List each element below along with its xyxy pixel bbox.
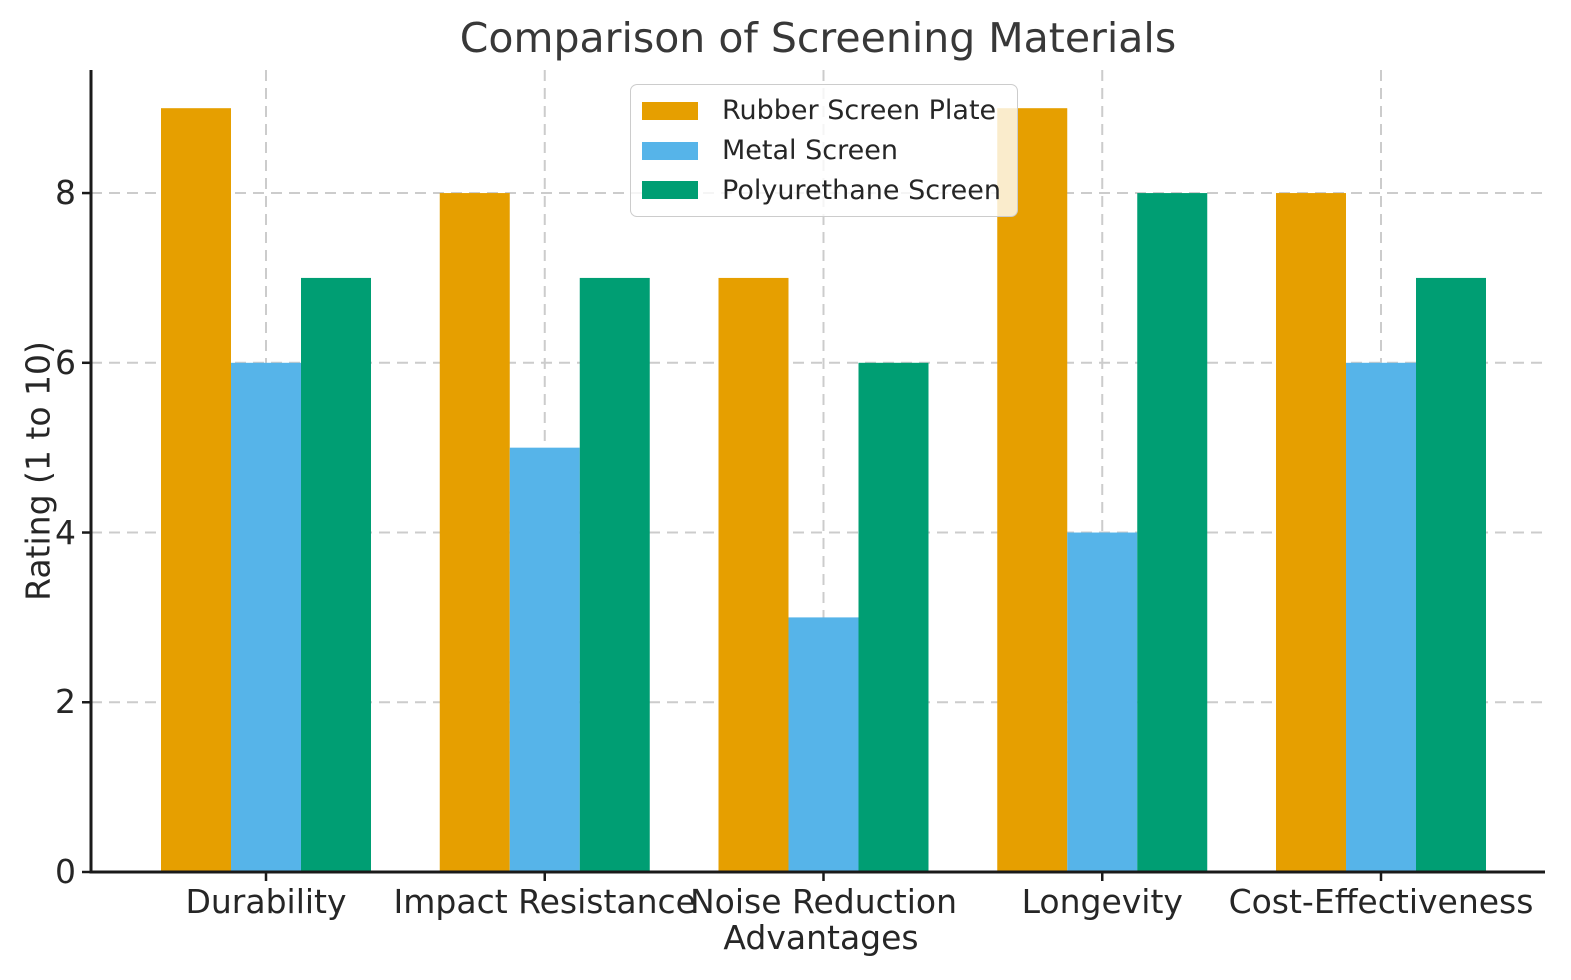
chart-title: Comparison of Screening Materials xyxy=(459,14,1177,62)
legend-swatch xyxy=(642,141,698,160)
bar xyxy=(1416,277,1486,873)
bar xyxy=(997,108,1068,872)
legend-entry: Rubber Screen Plate xyxy=(642,91,1017,131)
y-tick-label: 8 xyxy=(55,173,76,213)
bar xyxy=(788,617,859,872)
bar xyxy=(579,277,650,873)
legend-entry: Metal Screen xyxy=(642,131,1017,171)
x-tick-label: Impact Resistance xyxy=(393,882,696,921)
y-tick-label: 0 xyxy=(55,852,76,891)
bar xyxy=(439,193,510,872)
y-tick-label: 4 xyxy=(55,512,76,552)
legend-label: Polyurethane Screen xyxy=(722,174,1001,206)
bar xyxy=(509,447,580,872)
legend-entry: Polyurethane Screen xyxy=(642,170,1017,210)
bar xyxy=(301,277,371,873)
x-axis-label: Advantages xyxy=(723,918,919,957)
bar xyxy=(231,362,301,872)
y-tick-label: 2 xyxy=(55,682,76,722)
legend-swatch xyxy=(642,101,698,120)
bar xyxy=(718,277,789,873)
y-tick-label: 6 xyxy=(55,342,76,382)
bar xyxy=(1346,362,1416,872)
legend: Rubber Screen Plate Metal Screen Polyureth… xyxy=(630,84,1018,217)
x-tick-label: Longevity xyxy=(1021,882,1183,921)
bar xyxy=(1067,532,1138,872)
x-tick-label: Cost-Effectiveness xyxy=(1228,882,1534,921)
x-tick-label: Durability xyxy=(185,882,347,921)
legend-label: Metal Screen xyxy=(722,135,898,166)
bar xyxy=(1137,193,1208,872)
legend-swatch xyxy=(642,181,698,200)
bar xyxy=(161,108,231,872)
bar xyxy=(858,362,929,872)
legend-label: Rubber Screen Plate xyxy=(722,95,997,127)
bar xyxy=(1276,193,1346,872)
x-tick-label: Noise Reduction xyxy=(690,882,957,921)
